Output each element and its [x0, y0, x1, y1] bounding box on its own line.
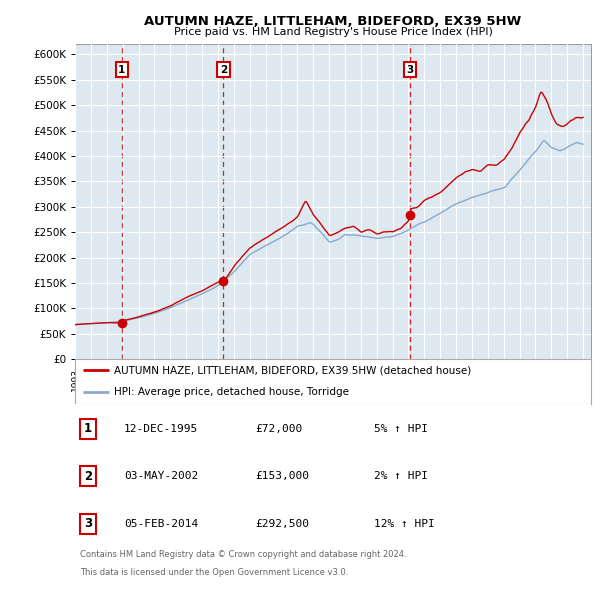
Text: AUTUMN HAZE, LITTLEHAM, BIDEFORD, EX39 5HW (detached house): AUTUMN HAZE, LITTLEHAM, BIDEFORD, EX39 5… [114, 365, 471, 375]
Text: 05-FEB-2014: 05-FEB-2014 [124, 519, 198, 529]
Text: Contains HM Land Registry data © Crown copyright and database right 2024.: Contains HM Land Registry data © Crown c… [80, 550, 407, 559]
Text: AUTUMN HAZE, LITTLEHAM, BIDEFORD, EX39 5HW: AUTUMN HAZE, LITTLEHAM, BIDEFORD, EX39 5… [145, 15, 521, 28]
Text: 1: 1 [84, 422, 92, 435]
Text: Price paid vs. HM Land Registry's House Price Index (HPI): Price paid vs. HM Land Registry's House … [173, 27, 493, 37]
Text: 12% ↑ HPI: 12% ↑ HPI [374, 519, 435, 529]
Text: HPI: Average price, detached house, Torridge: HPI: Average price, detached house, Torr… [114, 386, 349, 396]
Text: £153,000: £153,000 [256, 471, 310, 481]
Text: 1: 1 [118, 65, 125, 75]
Text: 12-DEC-1995: 12-DEC-1995 [124, 424, 198, 434]
Text: 2: 2 [220, 65, 227, 75]
Text: This data is licensed under the Open Government Licence v3.0.: This data is licensed under the Open Gov… [80, 568, 349, 577]
Text: £72,000: £72,000 [256, 424, 303, 434]
Text: 3: 3 [406, 65, 413, 75]
Text: 2% ↑ HPI: 2% ↑ HPI [374, 471, 428, 481]
Text: 03-MAY-2002: 03-MAY-2002 [124, 471, 198, 481]
Text: 2: 2 [84, 470, 92, 483]
Text: £292,500: £292,500 [256, 519, 310, 529]
Text: 5% ↑ HPI: 5% ↑ HPI [374, 424, 428, 434]
Text: 3: 3 [84, 517, 92, 530]
